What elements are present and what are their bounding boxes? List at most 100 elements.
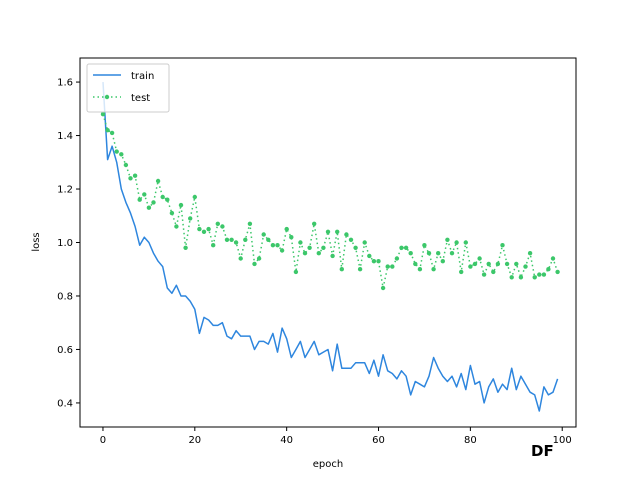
series-point-test <box>348 237 354 242</box>
series-point-test <box>247 221 253 226</box>
x-tick-label: 100 <box>553 435 572 446</box>
series-point-test <box>555 269 560 275</box>
series-point-test <box>252 261 257 267</box>
series-layer <box>100 82 560 412</box>
series-point-test <box>201 229 207 234</box>
series-point-test <box>279 248 285 253</box>
series-point-test <box>481 272 487 277</box>
series-point-test <box>325 229 331 234</box>
y-tick-label: 0.6 <box>57 345 73 356</box>
series-point-test <box>169 210 175 216</box>
series-point-test <box>449 251 455 256</box>
series-point-test <box>357 267 363 272</box>
y-axis-label: loss <box>31 232 42 251</box>
series-point-test <box>459 269 464 275</box>
series-point-test <box>275 243 280 248</box>
series-point-test <box>119 152 124 157</box>
series-point-test <box>114 149 119 154</box>
y-tick-label: 0.8 <box>57 291 73 302</box>
legend-test-label: test <box>131 93 150 104</box>
series-point-test <box>270 243 276 248</box>
series-point-test <box>289 235 294 240</box>
series-point-test <box>151 200 156 205</box>
x-tick-label: 40 <box>280 435 293 446</box>
series-point-test <box>390 264 395 269</box>
x-tick-label: 80 <box>464 435 477 446</box>
series-point-test <box>206 226 211 232</box>
series-point-test <box>445 237 450 242</box>
series-point-test <box>537 272 542 277</box>
series-point-test <box>417 267 423 272</box>
series-point-test <box>238 256 243 261</box>
x-axis-label: epoch <box>313 459 343 470</box>
x-tick-label: 60 <box>372 435 385 446</box>
series-point-test <box>504 261 510 267</box>
legend-train-label: train <box>131 71 154 82</box>
series-point-test <box>371 259 377 264</box>
series-point-test <box>284 226 289 232</box>
series-point-test <box>137 197 142 202</box>
series-point-test <box>385 264 390 269</box>
series-point-test <box>518 275 524 280</box>
series-point-test <box>215 221 220 226</box>
series-point-test <box>256 256 262 261</box>
series-point-test <box>261 232 266 237</box>
series-point-test <box>394 256 400 261</box>
series-point-test <box>229 237 234 242</box>
series-point-test <box>307 245 312 250</box>
series-point-test <box>495 261 501 267</box>
x-tick-label: 20 <box>188 435 201 446</box>
series-point-test <box>233 240 239 245</box>
series-point-test <box>546 267 551 272</box>
series-point-test <box>353 245 358 250</box>
y-tick-label: 1.6 <box>57 78 73 89</box>
series-point-test <box>142 192 147 197</box>
series-point-test <box>436 251 441 256</box>
series-point-test <box>123 162 129 168</box>
series-point-test <box>105 128 110 133</box>
series-point-test <box>514 261 519 267</box>
plot-background <box>80 58 576 427</box>
y-tick-label: 1.4 <box>57 131 73 142</box>
series-point-test <box>155 178 161 184</box>
series-point-test <box>266 237 271 242</box>
series-point-test <box>413 261 418 267</box>
series-point-test <box>399 245 404 250</box>
series-point-test <box>362 240 367 245</box>
series-point-test <box>491 269 496 275</box>
series-point-test <box>100 112 106 117</box>
series-point-test <box>335 229 340 234</box>
series-point-test <box>224 237 230 242</box>
series-point-test <box>440 259 445 264</box>
series-point-test <box>367 253 372 259</box>
series-point-test <box>178 202 184 208</box>
series-point-test <box>380 285 386 291</box>
series-point-test <box>293 269 299 275</box>
series-point-test <box>477 256 482 261</box>
x-tick-label: 0 <box>100 435 106 446</box>
x-axis: 0 20 40 60 80 100 <box>100 427 572 446</box>
y-axis: 0.4 0.6 0.8 1.0 1.2 1.4 1.6 <box>57 78 80 409</box>
series-point-test <box>431 267 436 272</box>
series-point-test <box>109 130 115 136</box>
series-point-test <box>500 243 505 248</box>
series-point-test <box>128 176 133 181</box>
series-point-test <box>532 275 537 280</box>
series-point-test <box>197 226 202 232</box>
y-tick-label: 0.4 <box>57 398 73 409</box>
series-point-test <box>330 253 335 259</box>
series-point-test <box>344 232 349 237</box>
series-point-test <box>316 251 321 256</box>
series-point-test <box>339 267 344 272</box>
series-line-train <box>102 82 559 412</box>
watermark-logo: DF <box>531 442 554 460</box>
series-point-test <box>132 173 138 178</box>
series-point-test <box>321 245 326 250</box>
series-point-test <box>243 237 248 242</box>
series-point-test <box>408 251 413 256</box>
series-point-test <box>426 251 432 256</box>
series-point-test <box>220 224 225 229</box>
series-point-test <box>160 194 165 200</box>
series-point-test <box>403 245 409 250</box>
